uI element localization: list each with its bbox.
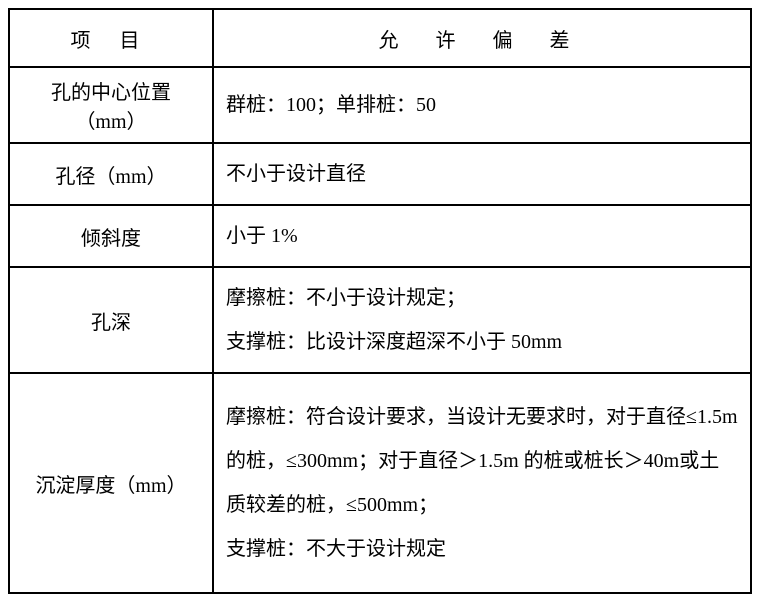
- table-row: 孔径（mm） 不小于设计直径: [9, 143, 751, 205]
- row-label: 沉淀厚度（mm）: [9, 373, 213, 593]
- table-row: 倾斜度 小于 1%: [9, 205, 751, 267]
- row-value: 小于 1%: [213, 205, 751, 267]
- row-label: 孔径（mm）: [9, 143, 213, 205]
- row-label: 孔的中心位置（mm）: [9, 67, 213, 143]
- table-row: 孔的中心位置（mm） 群桩：100；单排桩：50: [9, 67, 751, 143]
- header-item: 项 目: [9, 9, 213, 67]
- header-tolerance: 允 许 偏 差: [213, 9, 751, 67]
- row-value: 群桩：100；单排桩：50: [213, 67, 751, 143]
- row-value: 摩擦桩：不小于设计规定；支撑桩：比设计深度超深不小于 50mm: [213, 267, 751, 373]
- tolerance-table: 项 目 允 许 偏 差 孔的中心位置（mm） 群桩：100；单排桩：50 孔径（…: [8, 8, 752, 594]
- row-value: 摩擦桩：符合设计要求，当设计无要求时，对于直径≤1.5m 的桩，≤300mm；对…: [213, 373, 751, 593]
- row-value: 不小于设计直径: [213, 143, 751, 205]
- row-label: 孔深: [9, 267, 213, 373]
- table-row: 沉淀厚度（mm） 摩擦桩：符合设计要求，当设计无要求时，对于直径≤1.5m 的桩…: [9, 373, 751, 593]
- row-label: 倾斜度: [9, 205, 213, 267]
- table-header-row: 项 目 允 许 偏 差: [9, 9, 751, 67]
- table-row: 孔深 摩擦桩：不小于设计规定；支撑桩：比设计深度超深不小于 50mm: [9, 267, 751, 373]
